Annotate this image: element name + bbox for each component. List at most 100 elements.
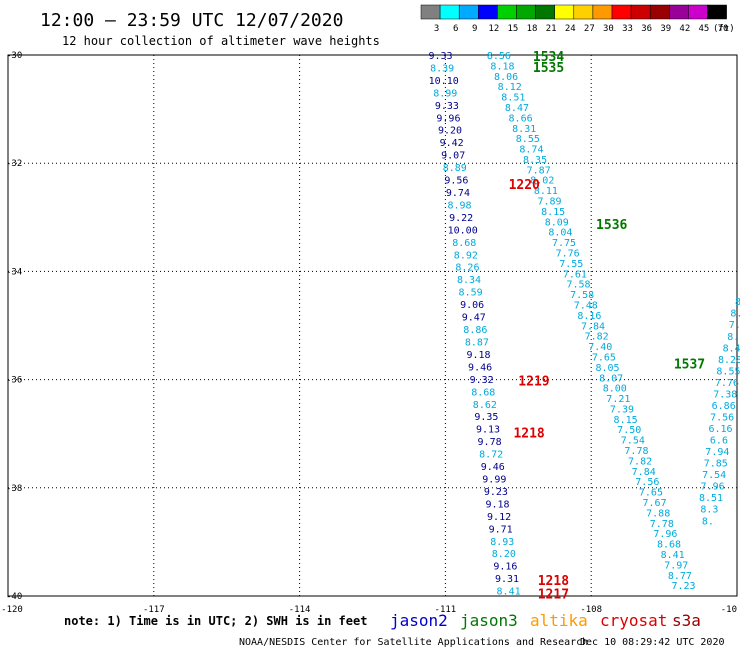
lat-tick-label: -40 [6, 592, 22, 602]
wave-height-value: 7.82 [585, 332, 609, 343]
legend-label: 33 [622, 24, 633, 34]
wave-height-value: 8.09 [545, 217, 569, 228]
wave-height-value: 9.23 [484, 487, 508, 498]
wave-height-value: 7.39 [610, 404, 634, 415]
wave-height-value: 8.31 [512, 124, 536, 135]
wave-height-value: 8.00 [603, 384, 627, 395]
wave-height-value: 8.59 [459, 288, 483, 299]
observations: 9.338.3910.108.999.339.969.209.429.078.8… [428, 51, 740, 598]
wave-height-value: 7.82 [628, 456, 652, 467]
wave-height-value: 8.41 [661, 550, 685, 561]
wave-height-value: 9.18 [485, 499, 509, 510]
legend-label: 3 [434, 24, 439, 34]
wave-height-value: 7.78 [650, 519, 674, 530]
satellite-name-jason2: jason2 [390, 611, 448, 630]
lon-tick-label: -117 [143, 605, 165, 615]
wave-height-value: 9.22 [449, 213, 473, 224]
wave-height-value: 8.56 [487, 51, 511, 62]
wave-height-value: 9.07 [441, 151, 465, 162]
wave-height-value: 9.35 [474, 412, 498, 423]
legend-swatch [611, 4, 632, 20]
wave-height-value: 7.96 [653, 529, 677, 540]
legend-label: 42 [679, 24, 690, 34]
wave-height-value: 7.76 [556, 249, 580, 260]
legend-swatch [573, 4, 594, 20]
wave-height-value: 9.74 [446, 188, 470, 199]
wave-height-value: 9.46 [481, 462, 505, 473]
satellite-name-cryosat: cryosat [600, 611, 667, 630]
satellite-name-s3a: s3a [672, 611, 701, 630]
wave-height-value: 8.51 [699, 493, 723, 504]
lon-tick-label: -10 [721, 605, 737, 615]
wave-height-value: 8.26 [455, 263, 479, 274]
legend-swatch [420, 4, 441, 20]
wave-height-value: 8. [702, 516, 714, 527]
wave-height-value: 9.33 [428, 51, 452, 62]
wave-height-value: 8.55 [716, 366, 740, 377]
credit-line: NOAA/NESDIS Center for Satellite Applica… [239, 637, 588, 648]
wave-height-value: 8.15 [614, 415, 638, 426]
pass-number-label: 1218 [513, 427, 544, 442]
satellite-name-altika: altika [530, 611, 588, 630]
wave-height-value: 8.34 [457, 275, 481, 286]
wave-height-value: 7.56 [710, 412, 734, 423]
wave-height-value: 9.06 [460, 300, 484, 311]
lat-tick-label: -38 [6, 484, 22, 494]
wave-height-value: 7.61 [563, 269, 587, 280]
wave-height-value: 8. [730, 309, 740, 320]
legend-label: 12 [488, 24, 499, 34]
wave-height-value: 9.32 [470, 375, 494, 386]
wave-height-value: 7.40 [588, 342, 612, 353]
wave-height-value: 8.66 [509, 113, 533, 124]
legend-label: 70 [718, 24, 729, 34]
wave-height-value: 7.84 [632, 467, 656, 478]
pass-number-label: 1537 [674, 357, 705, 372]
legend-label: 27 [584, 24, 595, 34]
wave-height-value: 9.46 [468, 362, 492, 373]
wave-height-value: 8.68 [657, 540, 681, 551]
pass-number-label: 1217 [538, 587, 569, 602]
wave-height-value: 8.77 [668, 571, 692, 582]
legend-label: 9 [472, 24, 477, 34]
wave-height-value: 8.35 [523, 155, 547, 166]
wave-height-value: 8.41 [497, 587, 521, 598]
legend-swatch [688, 4, 708, 20]
wave-height-value: 7.75 [552, 238, 576, 249]
wave-height-value: 8.05 [595, 363, 619, 374]
legend-swatch [458, 4, 479, 20]
legend-swatch [535, 4, 555, 20]
wave-height-value: 10.00 [448, 225, 478, 236]
pass-number-label: 1218 [538, 574, 569, 589]
wave-height-value: 8.74 [519, 145, 543, 156]
legend-label: 6 [453, 24, 458, 34]
wave-height-value: 8.4 [723, 343, 740, 354]
legend-label: 36 [641, 24, 652, 34]
legend-label: 45 [699, 24, 710, 34]
wave-height-value: 8.93 [490, 537, 514, 548]
wave-height-value: 7. [729, 320, 740, 331]
satellite-name-jason3: jason3 [460, 611, 518, 630]
wave-height-value: 8.16 [577, 311, 601, 322]
wave-height-value: 7.89 [538, 197, 562, 208]
wave-height-value: 8.11 [534, 186, 558, 197]
legend-swatch [497, 4, 517, 20]
timestamp: Dec 10 08:29:42 UTC 2020 [580, 637, 725, 648]
wave-height-value: 8.72 [479, 450, 503, 461]
wave-height-value: 9.13 [476, 425, 500, 436]
map-subtitle: 12 hour collection of altimeter wave hei… [62, 34, 380, 48]
wave-height-value: 8 [735, 297, 740, 308]
wave-height-value: 9.33 [435, 101, 459, 112]
wave-height-value: 7.76 [715, 378, 739, 389]
map-title: 12:00 — 23:59 UTC 12/07/2020 [40, 10, 343, 31]
wave-height-value: 8.20 [492, 549, 516, 560]
legend-unit: (ft) [713, 24, 735, 34]
map-frame [7, 54, 738, 597]
wave-height-value: 7.65 [592, 352, 616, 363]
wave-height-value: 9.42 [440, 138, 464, 149]
wave-height-value: 9.71 [489, 524, 513, 535]
wave-height-value: 7.48 [574, 300, 598, 311]
lat-tick-label: -30 [6, 51, 22, 61]
wave-height-value: 9.20 [438, 126, 462, 137]
legend-label: 24 [565, 24, 576, 34]
